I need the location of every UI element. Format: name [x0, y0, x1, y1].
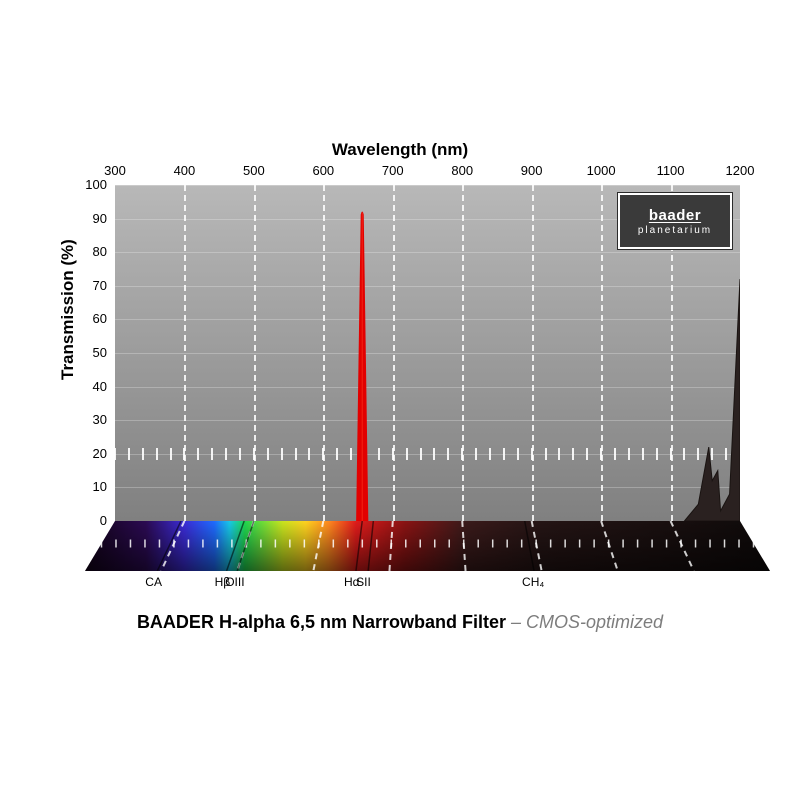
- x-tick: 1100: [651, 163, 691, 178]
- y-tick: 60: [77, 311, 107, 326]
- x-tick: 400: [164, 163, 204, 178]
- x-tick: 1200: [720, 163, 760, 178]
- x-tick: 700: [373, 163, 413, 178]
- y-tick: 100: [77, 177, 107, 192]
- emission-label: CA: [145, 575, 162, 589]
- x-tick: 300: [95, 163, 135, 178]
- visible-spectrum-strip: [85, 521, 770, 571]
- x-tick: 800: [442, 163, 482, 178]
- chart-container: Wavelength (nm) Transmission (%) 300 400 5…: [0, 0, 800, 800]
- y-tick: 70: [77, 278, 107, 293]
- caption-subtitle: – CMOS-optimized: [506, 612, 663, 632]
- y-tick: 30: [77, 412, 107, 427]
- logo-line1: baader: [649, 207, 701, 224]
- y-tick: 80: [77, 244, 107, 259]
- emission-label: OIII: [225, 575, 244, 589]
- y-tick: 10: [77, 479, 107, 494]
- x-tick: 600: [303, 163, 343, 178]
- y-axis-title: Transmission (%): [58, 239, 78, 380]
- emission-label: CH₄: [522, 575, 544, 589]
- y-tick: 20: [77, 446, 107, 461]
- caption-product: H-alpha 6,5 nm Narrowband Filter: [214, 612, 506, 632]
- brand-logo: baader planetarium: [618, 193, 732, 249]
- x-tick: 1000: [581, 163, 621, 178]
- x-axis-title: Wavelength (nm): [0, 140, 800, 160]
- emission-label: SII: [356, 575, 371, 589]
- logo-line2: planetarium: [638, 225, 712, 236]
- x-tick: 500: [234, 163, 274, 178]
- plot-area: baader planetarium: [115, 185, 740, 521]
- y-tick: 90: [77, 211, 107, 226]
- chart-caption: BAADER H-alpha 6,5 nm Narrowband Filter …: [0, 612, 800, 633]
- x-tick: 900: [512, 163, 552, 178]
- y-tick: 50: [77, 345, 107, 360]
- caption-brand: BAADER: [137, 612, 214, 632]
- y-tick: 40: [77, 379, 107, 394]
